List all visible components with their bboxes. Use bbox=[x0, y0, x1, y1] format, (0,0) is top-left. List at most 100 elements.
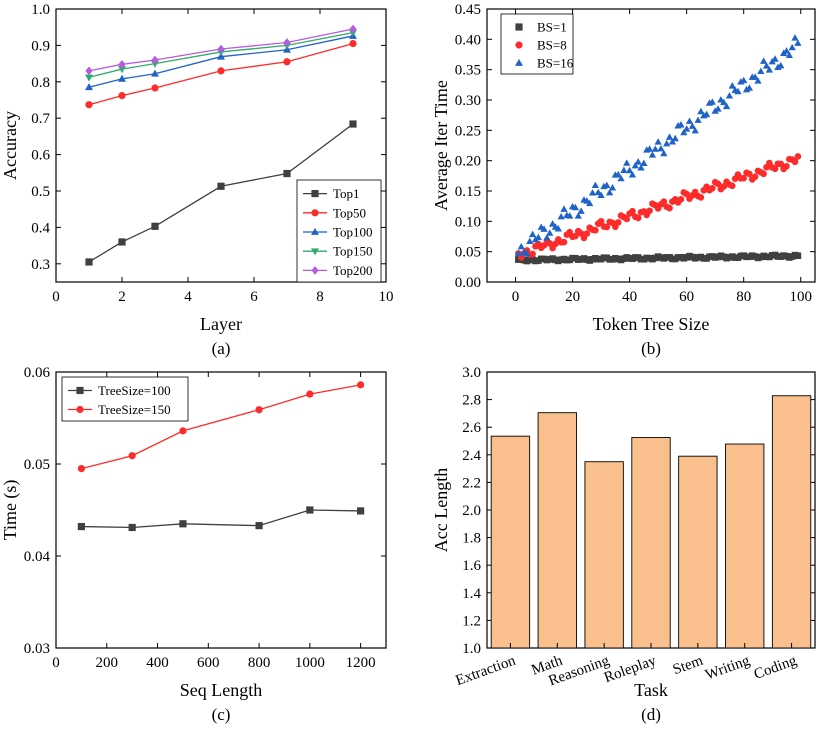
data-point-bs16 bbox=[774, 63, 782, 70]
y-tick-label: 2.6 bbox=[462, 420, 481, 436]
data-point-bs16 bbox=[691, 126, 699, 134]
data-point-bs16 bbox=[685, 117, 694, 124]
y-tick-label: 0.4 bbox=[31, 220, 50, 236]
data-point-bs16 bbox=[697, 107, 705, 115]
legend-marker bbox=[311, 266, 319, 275]
data-point-bs16 bbox=[680, 128, 688, 136]
panel-caption: (d) bbox=[641, 705, 661, 724]
x-axis-label: Seq Length bbox=[180, 680, 263, 700]
x-tick-label: 60 bbox=[679, 289, 694, 305]
data-point-bs16 bbox=[740, 76, 748, 84]
data-point-bs8 bbox=[791, 158, 799, 166]
data-point-top50 bbox=[118, 92, 126, 100]
data-point-bs16 bbox=[606, 188, 614, 196]
y-tick-label: 1.2 bbox=[462, 613, 481, 629]
data-point-bs16 bbox=[523, 250, 531, 257]
y-tick-label: 0.00 bbox=[455, 275, 481, 291]
bar-roleplay bbox=[631, 437, 671, 649]
data-point-bs16 bbox=[668, 138, 677, 145]
data-point-bs8 bbox=[697, 194, 705, 201]
chart-panel-c: 0.03 0.04 0.05 0.06 0 200 400 600 800 1000 1200 Seq… bbox=[0, 365, 387, 724]
x-tick-label: Writing bbox=[703, 653, 752, 684]
data-point-top50 bbox=[151, 84, 159, 92]
data-point-bs8 bbox=[771, 165, 779, 173]
y-tick-label: 0.05 bbox=[455, 245, 481, 261]
data-point-bs16 bbox=[577, 207, 585, 214]
data-point-bs16 bbox=[529, 230, 537, 238]
y-tick-label: 0.15 bbox=[455, 184, 481, 200]
y-tick-label: 0.05 bbox=[24, 457, 50, 473]
x-axis-label: Token Tree Size bbox=[593, 314, 710, 334]
y-tick-label: 2.2 bbox=[462, 475, 481, 491]
bar-coding bbox=[771, 395, 812, 649]
data-point-bs8 bbox=[540, 242, 548, 249]
x-tick-label: 400 bbox=[146, 655, 169, 671]
data-point-bs8 bbox=[623, 215, 631, 223]
series-line-top100 bbox=[88, 35, 354, 88]
data-point-bs16 bbox=[560, 205, 568, 212]
legend-label: BS=8 bbox=[537, 38, 567, 53]
x-axis-label: Task bbox=[634, 680, 668, 700]
x-tick-label: 1200 bbox=[346, 655, 376, 671]
data-point-bs8 bbox=[728, 182, 736, 190]
data-point-bs16 bbox=[702, 110, 711, 118]
data-point-bs16 bbox=[725, 92, 734, 99]
data-point-bs8 bbox=[794, 153, 802, 160]
plot-frame bbox=[486, 8, 816, 283]
x-tick-label: 40 bbox=[622, 289, 637, 305]
x-tick-label: 0 bbox=[52, 289, 60, 305]
data-point-bs8 bbox=[572, 232, 579, 240]
data-point-bs16 bbox=[782, 47, 791, 54]
legend-marker bbox=[515, 23, 523, 31]
data-point-bs16 bbox=[617, 174, 625, 182]
chart-panel-a: 0.3 0.4 0.5 0.6 0.7 0.8 0.9 1.0 0 2 4 6 8 10 Layer Accu… bbox=[0, 2, 394, 358]
data-point-bs16 bbox=[614, 170, 622, 178]
bar-stem bbox=[678, 455, 718, 649]
data-point-treesize100 bbox=[77, 522, 85, 531]
y-tick-label: 0.03 bbox=[24, 641, 50, 657]
data-point-bs16 bbox=[757, 67, 765, 75]
legend-marker bbox=[311, 209, 319, 217]
data-point-top50 bbox=[283, 58, 291, 66]
data-point-bs8 bbox=[597, 217, 605, 225]
data-point-bs16 bbox=[714, 105, 722, 112]
x-tick-label: 2 bbox=[118, 289, 126, 305]
bar-extraction bbox=[490, 435, 531, 649]
y-tick-label: 0.45 bbox=[455, 2, 481, 18]
data-point-treesize100 bbox=[357, 507, 365, 515]
series-line-top1 bbox=[88, 123, 354, 263]
data-point-bs16 bbox=[597, 191, 605, 198]
data-point-bs8 bbox=[714, 180, 722, 188]
y-tick-label: 0.8 bbox=[31, 75, 50, 91]
series-line-treesize100 bbox=[81, 509, 361, 529]
data-point-bs8 bbox=[583, 230, 591, 237]
data-point-bs16 bbox=[586, 199, 594, 207]
x-tick-label: 6 bbox=[250, 289, 258, 305]
y-axis-label: Time (s) bbox=[0, 480, 21, 541]
data-point-bs8 bbox=[760, 170, 767, 178]
y-tick-label: 0.20 bbox=[455, 154, 481, 170]
legend-box bbox=[61, 376, 189, 422]
data-point-top100 bbox=[85, 83, 93, 91]
chart-panel-d: 1.0 1.2 1.4 1.6 1.8 2.0 2.2 2.4 2.6 2.8 3.0 Task Acc… bbox=[431, 365, 816, 724]
data-point-bs8 bbox=[560, 238, 568, 246]
data-point-bs16 bbox=[791, 34, 799, 41]
data-point-top1 bbox=[283, 169, 291, 178]
data-point-treesize100 bbox=[179, 520, 187, 528]
data-point-bs8 bbox=[751, 173, 759, 181]
legend-label: Top100 bbox=[333, 225, 373, 240]
y-tick-label: 0.6 bbox=[31, 148, 50, 164]
data-point-bs16 bbox=[671, 134, 679, 142]
x-tick-label: 600 bbox=[197, 655, 220, 671]
y-tick-label: 0.5 bbox=[31, 184, 50, 200]
y-tick-label: 1.0 bbox=[31, 2, 50, 18]
data-point-bs16 bbox=[651, 145, 659, 152]
data-point-bs16 bbox=[628, 171, 637, 178]
data-point-bs16 bbox=[760, 57, 768, 64]
y-tick-label: 0.35 bbox=[455, 63, 481, 79]
x-tick-label: 0 bbox=[512, 289, 520, 305]
data-point-bs16 bbox=[754, 77, 762, 84]
data-point-bs16 bbox=[645, 145, 654, 152]
series-line-top150 bbox=[88, 32, 354, 79]
data-point-bs16 bbox=[777, 61, 785, 69]
